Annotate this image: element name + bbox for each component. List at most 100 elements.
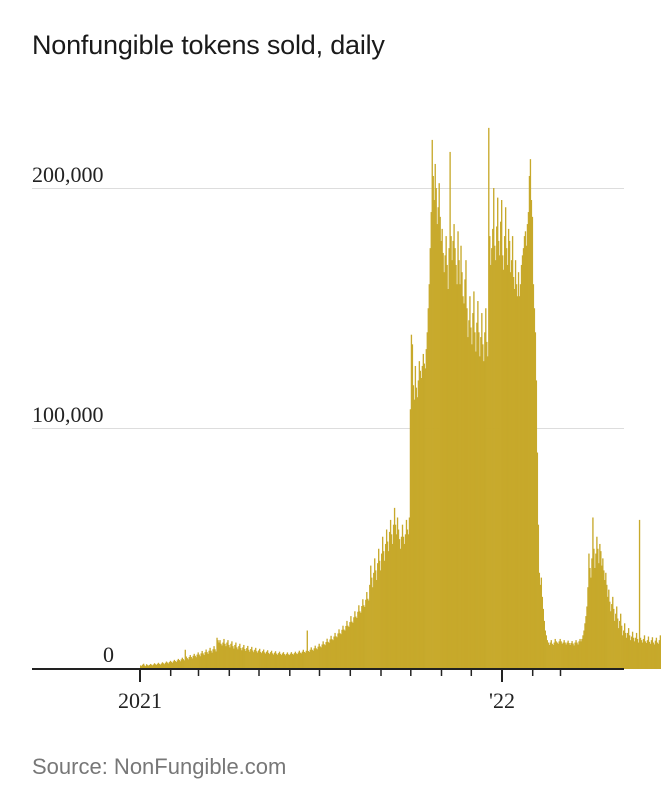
bar (210, 650, 212, 669)
bar (381, 553, 383, 669)
bar (204, 652, 206, 669)
bar (241, 650, 243, 669)
bar (366, 592, 368, 669)
bar (185, 656, 187, 669)
bar (613, 608, 615, 670)
bar (198, 654, 200, 669)
bar (598, 563, 600, 669)
bar (491, 248, 493, 670)
bar (451, 260, 453, 669)
bar (315, 648, 317, 669)
y-tick-label-0: 0 (103, 642, 114, 667)
bar (187, 659, 189, 669)
bar (279, 653, 282, 669)
bar (361, 605, 363, 669)
bar (483, 361, 485, 669)
bar (659, 635, 661, 669)
bar (207, 653, 209, 669)
bar (269, 652, 272, 669)
bar (173, 659, 176, 669)
bar (319, 646, 321, 669)
bar (291, 653, 294, 669)
bar (251, 646, 253, 669)
bar (515, 284, 518, 669)
bar (385, 529, 388, 669)
bar (568, 643, 570, 669)
bar (464, 279, 466, 669)
bar (448, 248, 450, 670)
bar (392, 524, 395, 669)
bar (606, 584, 608, 669)
bar (538, 572, 541, 669)
bar (260, 651, 262, 669)
bar (502, 269, 505, 669)
bar (634, 637, 637, 670)
bar (569, 644, 571, 669)
bar (252, 650, 254, 669)
bar (199, 656, 201, 669)
bar (350, 616, 352, 669)
bar (284, 655, 287, 669)
bar (239, 643, 241, 669)
bar (492, 228, 494, 669)
bar (249, 651, 251, 669)
bar (146, 665, 149, 669)
bar (564, 642, 566, 669)
bar (371, 577, 373, 669)
bar (203, 655, 205, 669)
bar (559, 638, 561, 669)
bar (398, 539, 401, 669)
bar (265, 651, 268, 669)
bar (329, 639, 331, 669)
bar (278, 651, 281, 669)
bar (535, 380, 538, 669)
bar (556, 642, 558, 669)
bar (490, 264, 492, 669)
bar (245, 650, 247, 669)
bar (375, 570, 377, 669)
bar (635, 632, 638, 669)
bar (221, 645, 223, 669)
bar (462, 296, 464, 669)
bar (514, 260, 517, 669)
bar (463, 303, 465, 669)
bar (607, 596, 609, 669)
bar (632, 637, 635, 670)
bar (484, 332, 486, 669)
bar (243, 644, 245, 669)
bar (476, 322, 478, 669)
bar (344, 630, 346, 669)
bar (306, 630, 308, 669)
bar (592, 517, 594, 670)
bar (188, 656, 190, 670)
bar (334, 632, 336, 669)
bar (654, 640, 657, 669)
bar (611, 604, 613, 670)
bar (215, 651, 217, 669)
bar (282, 652, 285, 669)
bar (642, 638, 645, 669)
bar (314, 645, 316, 669)
bar (275, 653, 278, 669)
bar (363, 605, 365, 669)
bar (369, 584, 371, 669)
bar (433, 200, 435, 669)
bar (328, 642, 330, 669)
bar (436, 224, 438, 669)
bar (320, 647, 322, 669)
bar (472, 313, 474, 669)
bar (235, 642, 237, 669)
bar (522, 248, 525, 670)
bar (573, 645, 575, 669)
bar (302, 649, 304, 669)
bar (526, 224, 529, 669)
bar (256, 651, 258, 669)
bar (519, 284, 522, 669)
bar (422, 353, 424, 669)
bar (338, 629, 340, 669)
bar (258, 650, 260, 669)
bar (277, 653, 280, 669)
bar (505, 248, 508, 670)
bar (610, 611, 612, 669)
bar (645, 643, 648, 669)
